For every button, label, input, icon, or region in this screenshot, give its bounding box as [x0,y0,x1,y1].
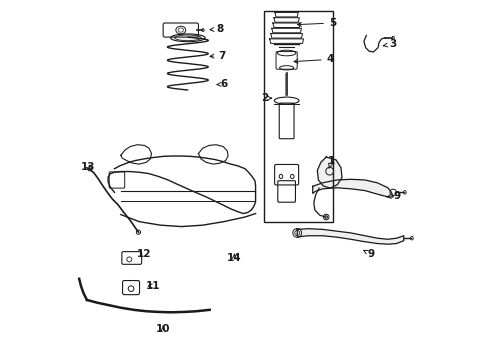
Text: 2: 2 [261,93,271,103]
Text: 6: 6 [217,79,227,89]
Text: 9: 9 [387,191,400,201]
Ellipse shape [171,34,205,42]
Polygon shape [313,179,393,197]
Text: 13: 13 [81,162,95,172]
Bar [265,11,333,222]
Text: 5: 5 [297,18,336,28]
Text: 4: 4 [294,54,334,64]
Polygon shape [297,229,404,244]
Text: 7: 7 [210,51,226,61]
Text: 8: 8 [210,24,224,34]
Text: 9: 9 [364,249,374,259]
Text: 10: 10 [156,324,171,334]
Text: 1: 1 [328,156,335,168]
Text: 3: 3 [383,39,396,49]
Text: 14: 14 [227,253,242,262]
Polygon shape [318,157,342,188]
Text: 11: 11 [146,281,160,291]
Text: 12: 12 [137,249,152,259]
